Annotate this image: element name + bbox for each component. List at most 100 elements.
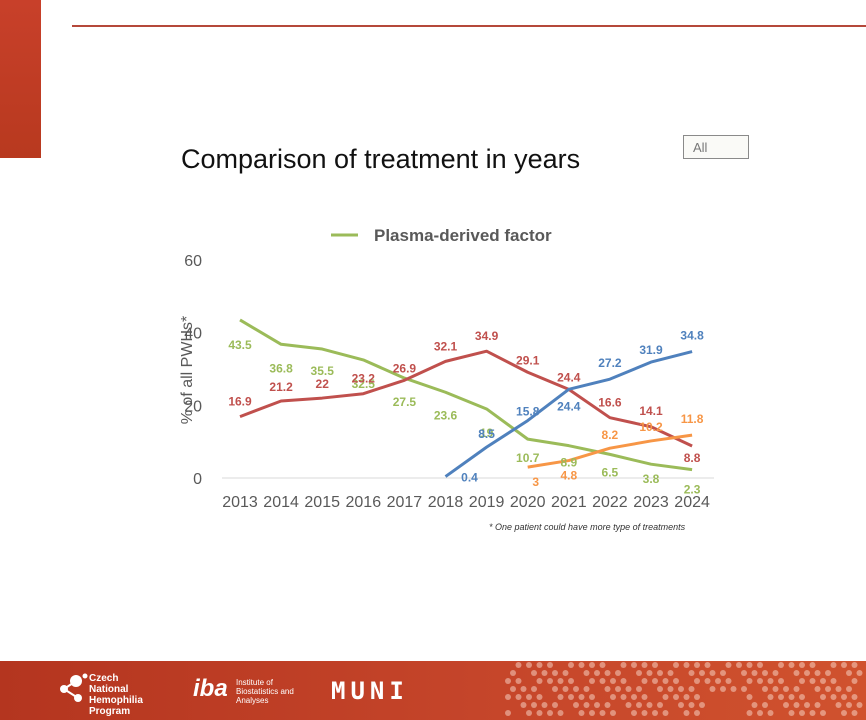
map-dot bbox=[767, 694, 774, 700]
map-dot bbox=[841, 662, 847, 668]
x-tick-label: 2022 bbox=[592, 494, 628, 511]
map-dot bbox=[688, 686, 695, 692]
map-dot bbox=[657, 686, 663, 692]
map-dot bbox=[736, 662, 742, 668]
map-dot bbox=[536, 710, 543, 716]
map-dot bbox=[725, 662, 732, 668]
map-dot bbox=[694, 662, 700, 668]
map-dot bbox=[515, 694, 522, 700]
filter-select[interactable]: All bbox=[683, 135, 749, 159]
map-dot bbox=[536, 662, 543, 668]
data-label: 34.9 bbox=[475, 329, 499, 343]
map-dot bbox=[820, 710, 826, 716]
map-dot bbox=[615, 670, 621, 676]
page-title: Comparison of treatment in years bbox=[181, 144, 581, 174]
map-dot bbox=[814, 702, 821, 708]
map-dot bbox=[809, 662, 816, 668]
map-dot bbox=[652, 678, 658, 684]
cnhp-logo-text: Czech National Hemophilia Program bbox=[89, 673, 143, 717]
map-dot bbox=[531, 702, 537, 708]
footer-bar: Czech National Hemophilia Program iba In… bbox=[0, 661, 866, 720]
data-label: 27.5 bbox=[393, 395, 417, 409]
footnote: * One patient could have more type of tr… bbox=[489, 522, 686, 532]
map-dot bbox=[652, 662, 658, 668]
x-tick-label: 2023 bbox=[633, 494, 669, 511]
x-tick-label: 2018 bbox=[428, 494, 464, 511]
map-dot bbox=[851, 662, 858, 668]
y-tick-label: 0 bbox=[193, 471, 202, 488]
map-dot bbox=[830, 694, 837, 700]
map-dot bbox=[615, 686, 621, 692]
map-dot bbox=[699, 702, 705, 708]
map-dot bbox=[547, 662, 553, 668]
map-dot bbox=[562, 686, 569, 692]
data-label: 32.5 bbox=[352, 377, 376, 391]
map-dot bbox=[699, 670, 705, 676]
map-dot bbox=[625, 702, 632, 708]
map-dot bbox=[636, 702, 642, 708]
map-dot bbox=[830, 662, 837, 668]
y-tick-label: 40 bbox=[184, 326, 202, 343]
map-dot bbox=[814, 670, 821, 676]
map-dot bbox=[788, 710, 795, 716]
map-dot bbox=[856, 670, 863, 676]
map-dot bbox=[631, 710, 637, 716]
map-dot bbox=[578, 710, 585, 716]
data-label: 8.9 bbox=[560, 456, 577, 470]
iba-logo: iba bbox=[193, 675, 228, 702]
map-dot bbox=[814, 686, 821, 692]
data-label: 21.2 bbox=[269, 380, 293, 394]
x-tick-label: 2019 bbox=[469, 494, 505, 511]
map-dot bbox=[804, 670, 810, 676]
data-label: 10.2 bbox=[639, 420, 663, 434]
map-dot bbox=[557, 710, 564, 716]
map-dot bbox=[799, 678, 805, 684]
map-dot bbox=[620, 678, 627, 684]
x-tick-label: 2013 bbox=[222, 494, 258, 511]
map-dot bbox=[704, 662, 711, 668]
map-dot bbox=[799, 694, 805, 700]
map-dot bbox=[720, 686, 726, 692]
map-dot bbox=[841, 694, 847, 700]
map-dot bbox=[599, 710, 606, 716]
map-dots-decoration bbox=[505, 662, 863, 716]
map-dot bbox=[799, 710, 805, 716]
data-label: 24.4 bbox=[557, 399, 581, 413]
map-dot bbox=[683, 710, 690, 716]
map-dot bbox=[678, 702, 684, 708]
map-dot bbox=[841, 710, 847, 716]
map-dot bbox=[578, 694, 585, 700]
map-dot bbox=[620, 662, 627, 668]
map-dot bbox=[541, 702, 548, 708]
top-rule bbox=[72, 25, 866, 27]
map-dot bbox=[809, 678, 816, 684]
map-dot bbox=[578, 662, 585, 668]
map-dot bbox=[646, 702, 653, 708]
map-dot bbox=[583, 702, 590, 708]
map-dot bbox=[704, 678, 711, 684]
data-label: 34.8 bbox=[680, 329, 704, 343]
left-accent-bar bbox=[0, 0, 41, 158]
map-dot bbox=[667, 670, 674, 676]
series-line bbox=[527, 433, 693, 469]
map-dot bbox=[515, 662, 522, 668]
map-dot bbox=[683, 694, 690, 700]
map-dot bbox=[631, 662, 637, 668]
map-dot bbox=[720, 670, 726, 676]
map-dot bbox=[510, 670, 516, 676]
x-tick-label: 2017 bbox=[387, 494, 423, 511]
data-label: 8.5 bbox=[478, 427, 495, 441]
map-dot bbox=[557, 678, 564, 684]
map-dot bbox=[751, 702, 758, 708]
map-dot bbox=[599, 678, 606, 684]
map-dot bbox=[520, 686, 527, 692]
map-dot bbox=[767, 710, 774, 716]
iba-logo-text: Institute of Biostatistics and Analyses bbox=[236, 678, 294, 705]
map-dot bbox=[505, 694, 511, 700]
data-label: 0.4 bbox=[461, 471, 478, 485]
map-dot bbox=[851, 678, 858, 684]
data-label: 4.8 bbox=[560, 469, 577, 483]
map-dot bbox=[673, 694, 679, 700]
map-dot bbox=[846, 686, 852, 692]
series-line bbox=[239, 318, 693, 472]
